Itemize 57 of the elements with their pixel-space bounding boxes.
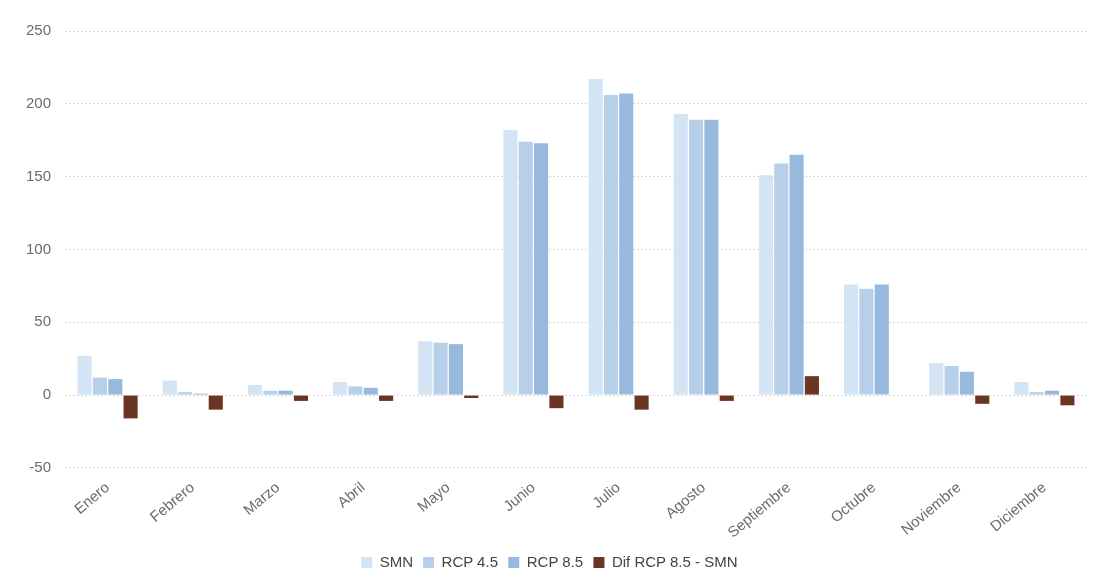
bar bbox=[534, 143, 549, 395]
bar bbox=[293, 395, 308, 401]
y-tick-label: 100 bbox=[26, 239, 52, 257]
bar bbox=[208, 395, 223, 410]
bar bbox=[689, 119, 704, 395]
bar bbox=[77, 355, 92, 395]
bar bbox=[363, 387, 378, 395]
bar bbox=[433, 342, 448, 395]
bar bbox=[603, 95, 618, 395]
bar bbox=[874, 284, 889, 395]
x-tick-label: Julio bbox=[588, 478, 624, 512]
bar bbox=[704, 119, 719, 395]
y-tick-label: 50 bbox=[34, 312, 52, 330]
bar bbox=[673, 114, 688, 395]
bar bbox=[588, 79, 603, 395]
bar bbox=[758, 175, 773, 395]
bar bbox=[929, 363, 944, 395]
bar bbox=[518, 141, 533, 395]
bar bbox=[162, 380, 177, 395]
bar bbox=[263, 390, 278, 395]
bar bbox=[959, 371, 974, 395]
y-tick-label: 0 bbox=[42, 385, 52, 403]
bar bbox=[634, 395, 649, 410]
bar bbox=[92, 377, 107, 395]
bar bbox=[804, 376, 819, 395]
bar bbox=[944, 365, 959, 395]
bar bbox=[844, 284, 859, 395]
bar bbox=[178, 392, 193, 395]
bar bbox=[789, 154, 804, 395]
bar bbox=[719, 395, 734, 401]
bar bbox=[333, 381, 348, 395]
bar bbox=[108, 379, 123, 395]
bar bbox=[975, 395, 990, 404]
bar bbox=[1060, 395, 1075, 406]
y-tick-label: 150 bbox=[26, 166, 52, 184]
bar bbox=[418, 341, 433, 395]
bar bbox=[379, 395, 394, 401]
bar bbox=[1045, 390, 1060, 395]
bar bbox=[448, 344, 463, 395]
bar bbox=[1014, 381, 1029, 395]
bar bbox=[247, 384, 262, 395]
bar bbox=[348, 386, 363, 395]
bar bbox=[774, 163, 789, 395]
legend-label: RCP 8.5 bbox=[526, 552, 584, 570]
bar bbox=[503, 130, 518, 395]
legend-label: SMN bbox=[379, 552, 414, 570]
y-tick-label: 200 bbox=[26, 93, 52, 111]
legend-label: Dif RCP 8.5 - SMN bbox=[611, 552, 738, 570]
bar bbox=[549, 395, 564, 409]
bar bbox=[1029, 392, 1044, 395]
bar bbox=[859, 288, 874, 395]
y-tick-label: -50 bbox=[29, 458, 52, 476]
bar bbox=[278, 390, 293, 395]
bar bbox=[619, 93, 634, 395]
y-tick-label: 250 bbox=[26, 21, 52, 39]
legend-label: RCP 4.5 bbox=[441, 552, 498, 570]
bar bbox=[123, 395, 138, 419]
